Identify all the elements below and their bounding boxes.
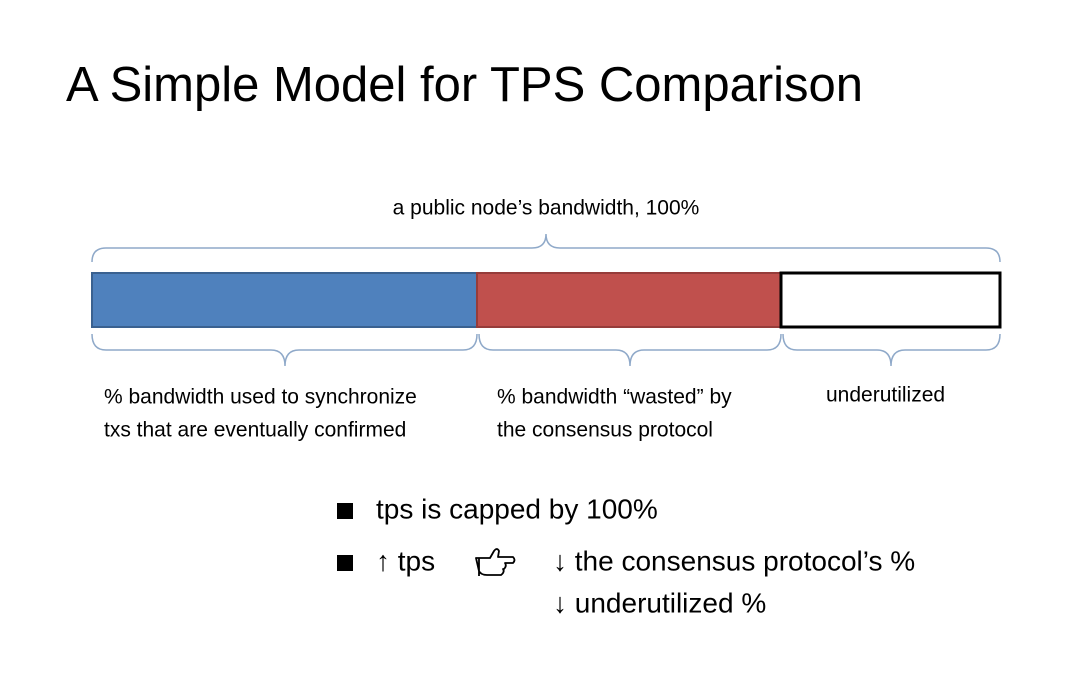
segment-brace	[478, 333, 782, 367]
pointing-hand-icon	[475, 548, 516, 576]
segment-bar	[476, 272, 782, 328]
segment-label: underutilized	[826, 384, 945, 407]
top-brace	[91, 233, 1001, 263]
segment-label: the consensus protocol	[497, 419, 713, 442]
bullet-text: ↓ underutilized %	[553, 587, 766, 618]
bullet-text: ↑ tps	[376, 545, 435, 576]
bullet-marker	[337, 503, 353, 519]
segment-brace	[782, 333, 1001, 367]
segment-label: % bandwidth “wasted” by	[497, 386, 732, 409]
segment-label: % bandwidth used to synchronize	[104, 386, 417, 409]
bullet-text: tps is capped by 100%	[376, 493, 658, 524]
segment-label: txs that are eventually confirmed	[104, 419, 406, 442]
total-label: a public node’s bandwidth, 100%	[393, 197, 700, 220]
bullet-text: ↓ the consensus protocol’s %	[553, 545, 915, 576]
segment-bar	[91, 272, 478, 328]
segment-brace	[91, 333, 478, 367]
slide-title: A Simple Model for TPS Comparison	[66, 58, 863, 112]
segment-bar	[779, 271, 1002, 329]
bullet-marker	[337, 555, 353, 571]
